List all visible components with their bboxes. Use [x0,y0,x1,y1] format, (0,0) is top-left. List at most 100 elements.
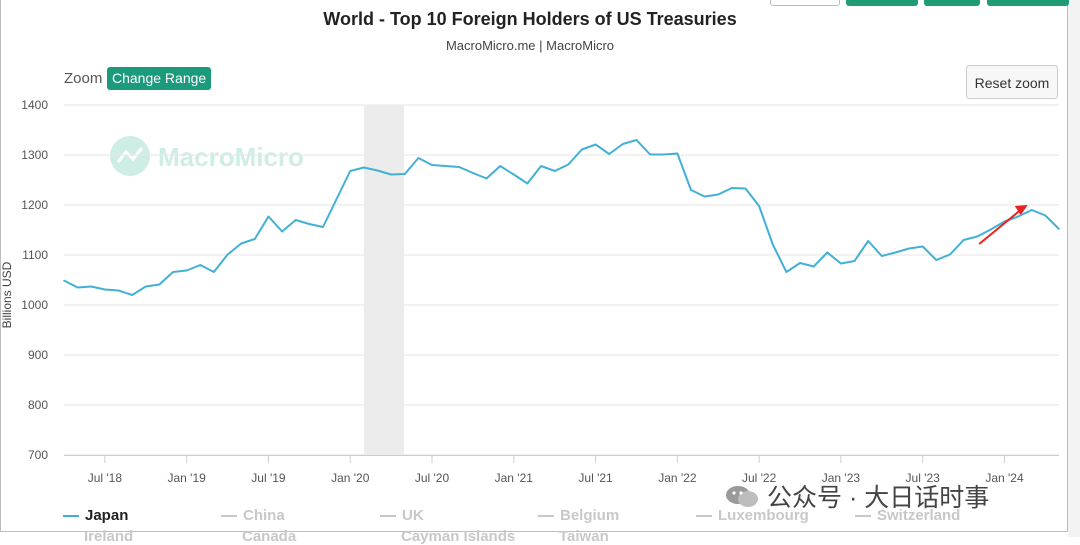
legend-swatch [696,514,712,517]
data-point [812,265,815,268]
data-point [785,271,788,273]
data-point [799,262,801,264]
data-point [417,157,420,159]
data-point [117,289,120,292]
data-point [485,177,488,180]
legend-label: UK [402,507,424,524]
legend-swatch [221,514,237,517]
data-point [226,253,229,256]
data-point [622,143,624,145]
data-point [76,286,79,289]
data-point [771,243,774,246]
data-point [403,173,406,175]
data-point [322,226,324,228]
legend-swatch [380,514,396,517]
data-point [472,172,474,174]
data-point [1017,215,1019,218]
data-point [294,219,297,221]
x-tick-label: Jul '23 [906,471,941,485]
legend-swatch [538,514,554,517]
data-point [104,288,106,291]
legend-label: China [243,507,285,524]
data-point [840,262,842,265]
data-point [731,187,733,189]
data-point [254,238,256,240]
data-point [921,245,924,248]
legend-item-china[interactable]: China [221,507,285,524]
data-point [717,193,720,196]
data-point [199,264,202,266]
legend-item-japan[interactable]: Japan [63,507,128,524]
macromicro-watermark: MacroMicro [110,136,304,176]
top-toolbar-button-1[interactable] [770,0,840,6]
macromicro-watermark-text: MacroMicro [158,142,304,172]
x-tick-label: Jul '19 [251,471,286,485]
legend-label: Luxembourg [718,507,809,524]
data-point [144,285,147,288]
data-point [826,251,829,254]
y-tick-label: 1300 [21,148,48,162]
data-point [458,166,461,168]
chart-title: World - Top 10 Foreign Holders of US Tre… [323,9,737,29]
data-point [540,165,542,167]
legend-label: Switzerland [877,507,961,524]
data-point [240,242,242,245]
data-point [662,153,665,156]
x-tick-label: Jan '21 [495,471,534,485]
top-toolbar-button-4[interactable] [987,0,1069,6]
x-tick-label: Jan '20 [331,471,370,485]
top-toolbar-button-3[interactable] [924,0,980,6]
data-point [853,260,856,262]
data-point [281,230,283,233]
data-point [1030,209,1033,211]
data-point [949,253,951,256]
data-point [581,148,583,151]
scrollbar-strip [1068,0,1080,537]
data-point [363,166,365,169]
data-point [308,223,311,225]
legend-item-luxembourg[interactable]: Luxembourg [696,507,809,524]
data-point [908,247,910,250]
shaded-period [363,105,405,455]
data-point [635,139,638,141]
data-point [335,198,338,200]
data-point [185,269,188,272]
reset-zoom-button[interactable]: Reset zoom [966,65,1058,99]
change-range-button[interactable]: Change Range [107,67,212,90]
top-toolbar-button-2[interactable] [846,0,918,6]
y-tick-label: 1000 [21,298,48,312]
data-point [567,163,570,166]
shaded-region [363,105,405,455]
legend-item-switzerland[interactable]: Switzerland [855,507,960,524]
y-axis: 700 800 900 1000 1100 1200 1300 1400 [21,98,48,462]
legend-swatch [63,514,79,517]
x-axis: Jul '18 Jan '19 Jul '19 Jan '20 Jul '20 Jan '… [64,455,1059,485]
data-point [608,153,611,155]
wechat-watermark: 公众号 · 大日话时事 [725,478,989,514]
data-point [431,164,433,166]
data-point [213,271,215,273]
data-point [444,165,447,167]
data-point [594,143,597,146]
y-tick-label: 1400 [21,98,48,112]
data-point [172,271,174,273]
legend-item-uk[interactable]: UK [380,507,424,524]
data-point [1058,228,1060,230]
chart-container [0,0,1068,532]
x-tick-label: Jul '20 [415,471,450,485]
wechat-icon [726,486,758,507]
data-point [758,205,760,207]
macromicro-logo-icon [110,136,150,176]
legend-item-belgium[interactable]: Belgium [538,507,619,524]
data-point [744,187,747,190]
data-point [1044,214,1047,217]
data-point [881,255,883,257]
data-point [376,169,379,172]
data-point [526,182,529,185]
data-point [131,294,133,296]
data-point [962,239,965,241]
data-point [935,259,938,261]
chart-subtitle: MacroMicro.me | MacroMicro [445,38,615,53]
y-tick-label: 900 [28,348,48,362]
